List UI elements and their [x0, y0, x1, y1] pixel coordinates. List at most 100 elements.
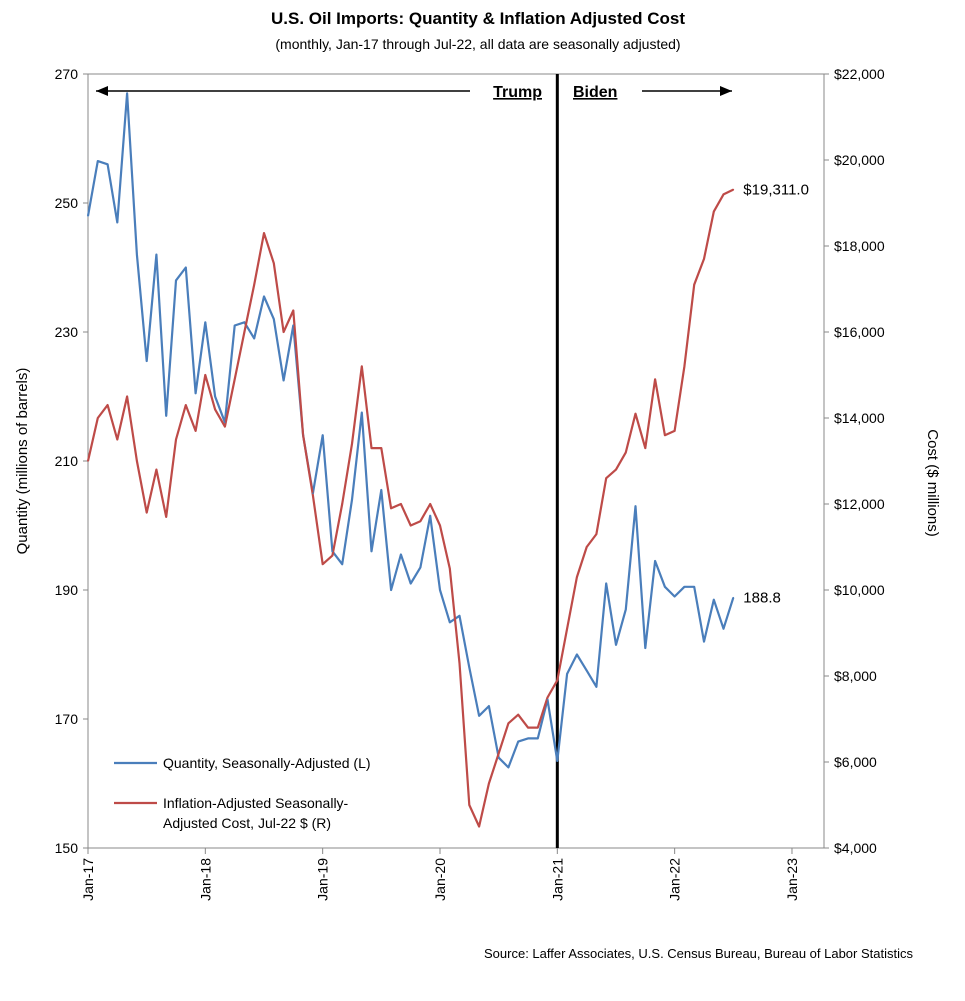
data-point [312, 494, 314, 497]
data-point [165, 415, 167, 417]
data-point [165, 516, 167, 518]
data-point [566, 627, 568, 630]
data-point [351, 443, 353, 445]
plot-frame [87, 73, 825, 849]
data-point [390, 589, 392, 591]
data-point [194, 430, 197, 432]
data-point [507, 722, 510, 725]
right-tick-label: $10,000 [834, 582, 885, 598]
data-point [194, 392, 197, 395]
data-point [370, 550, 373, 553]
data-point [683, 365, 686, 368]
data-point [341, 503, 344, 505]
data-point [106, 163, 109, 166]
data-point [224, 421, 226, 424]
left-tick-label: 170 [55, 711, 79, 727]
legend-label-cost-line-2: Adjusted Cost, Jul-22 $ (R) [163, 815, 331, 831]
data-point [449, 567, 451, 570]
data-point [654, 560, 656, 562]
data-point [419, 520, 422, 522]
data-point [488, 705, 490, 707]
data-point [204, 374, 207, 376]
data-point [595, 686, 598, 688]
right-tick-label: $22,000 [834, 66, 885, 82]
legend-label-cost: Inflation-Adjusted Seasonally- Adjusted … [163, 795, 352, 831]
data-point [673, 595, 676, 598]
data-point [204, 321, 207, 324]
data-point [390, 507, 392, 510]
chart-subtitle: (monthly, Jan-17 through Jul-22, all dat… [275, 36, 680, 52]
data-point [253, 337, 255, 340]
data-point [321, 563, 324, 565]
data-point [497, 752, 500, 755]
y-right-axis-label: Cost ($ millions) [924, 429, 941, 537]
data-point [126, 395, 128, 398]
x-tick-label: Jan-20 [432, 858, 448, 901]
data-point [136, 460, 138, 462]
right-tick-label: $8,000 [834, 668, 877, 684]
data-point [585, 669, 588, 672]
data-point [458, 662, 461, 664]
right-tick-label: $18,000 [834, 238, 885, 254]
right-tick-label: $6,000 [834, 754, 877, 770]
x-tick-label: Jan-21 [549, 858, 565, 901]
legend: Quantity, Seasonally-Adjusted (L) Inflat… [114, 755, 371, 831]
left-tick-label: 190 [55, 582, 79, 598]
data-point [175, 438, 177, 441]
left-tick-label: 230 [55, 324, 79, 340]
data-point [458, 615, 461, 617]
data-point [497, 756, 500, 759]
data-point [517, 740, 519, 743]
data-point [615, 468, 617, 471]
series-cost-points [87, 188, 735, 828]
chart-title: U.S. Oil Imports: Quantity & Inflation A… [271, 9, 685, 28]
data-point [175, 279, 177, 282]
x-tick-label: Jan-18 [197, 858, 213, 901]
data-point [233, 378, 236, 381]
data-point [585, 546, 588, 548]
left-axis: 150 170 190 210 230 250 270 [55, 66, 88, 856]
data-point [361, 411, 363, 414]
data-point [673, 430, 676, 432]
data-point [155, 468, 158, 471]
data-point [634, 412, 637, 415]
data-point [722, 193, 725, 196]
data-point [380, 447, 383, 449]
data-point [331, 550, 334, 553]
data-point [546, 698, 549, 701]
data-point [400, 553, 402, 556]
data-point [517, 713, 519, 716]
data-point [312, 492, 314, 495]
data-point [302, 434, 304, 437]
left-tick-label: 250 [55, 195, 79, 211]
data-point [546, 696, 549, 699]
right-tick-label: $20,000 [834, 152, 885, 168]
data-point [703, 640, 705, 643]
data-point [615, 644, 617, 646]
data-point [409, 524, 412, 527]
data-point [243, 321, 246, 324]
data-point [224, 425, 226, 428]
data-point [253, 283, 255, 286]
data-point [439, 589, 441, 591]
data-point [361, 365, 363, 368]
data-point [126, 92, 128, 95]
data-point [214, 395, 216, 398]
data-point [370, 447, 373, 449]
data-point [654, 378, 656, 381]
series-quantity-points [87, 92, 735, 769]
data-point [722, 627, 725, 630]
data-point [527, 726, 529, 729]
legend-label-cost-line-1: Inflation-Adjusted Seasonally- [163, 795, 349, 811]
series-quantity-line [86, 92, 735, 769]
source-note: Source: Laffer Associates, U.S. Census B… [484, 946, 913, 961]
data-point [732, 188, 735, 191]
data-point [185, 404, 187, 406]
data-point [116, 438, 119, 441]
data-point [595, 533, 598, 535]
data-point [400, 503, 402, 505]
data-point [537, 737, 539, 740]
data-point [713, 210, 715, 213]
